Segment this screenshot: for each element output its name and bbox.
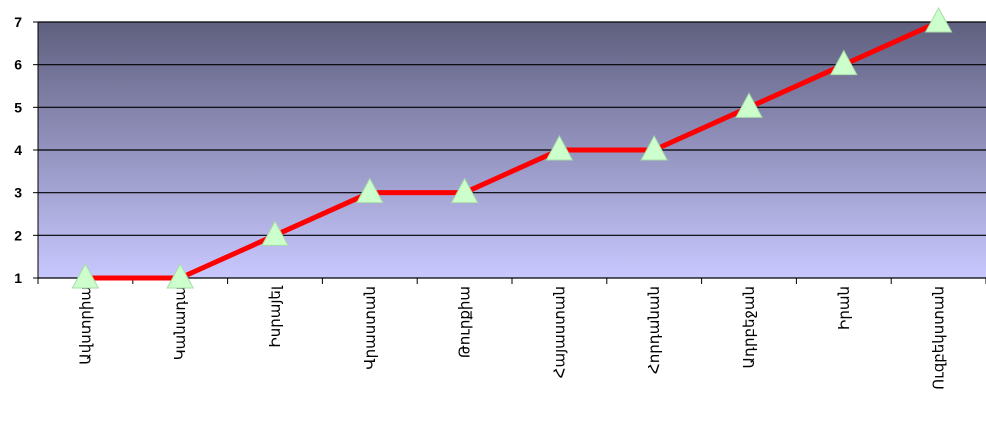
x-tick-label: Իսրայել — [266, 285, 284, 348]
y-tick-label: 6 — [14, 57, 22, 73]
data-point-marker — [924, 6, 953, 33]
data-point-marker — [355, 177, 384, 204]
x-tick-label: Ադրբեջան — [740, 286, 758, 368]
data-point-marker — [71, 262, 100, 289]
data-point-marker — [829, 49, 858, 76]
x-tick-label: Ավստրիա — [76, 286, 94, 365]
series-group — [71, 6, 953, 289]
x-tick-label: Հորդանան — [645, 286, 663, 374]
y-tick-label: 2 — [14, 227, 22, 243]
data-point-marker — [450, 177, 479, 204]
y-tick-label: 4 — [14, 142, 22, 158]
y-tick-label: 1 — [14, 270, 22, 286]
y-axis-ticks: 1 2 3 4 5 6 7 — [14, 14, 38, 286]
x-tick-label: Ուզբեկստան — [930, 286, 948, 390]
x-tick-label: Իրան — [835, 286, 853, 330]
data-point-marker — [545, 134, 574, 161]
data-point-marker — [166, 262, 195, 289]
y-tick-label: 3 — [14, 185, 22, 201]
x-tick-label: Կանադա — [171, 286, 189, 360]
x-axis-ticks: Ավստրիա Կանադա Իսրայել Վրաստան Թուրքիա Հայաստ… — [37, 278, 986, 390]
y-tick-label: 5 — [14, 99, 22, 115]
x-tick-label: Թուրքիա — [456, 286, 474, 358]
y-tick-label: 7 — [14, 14, 22, 30]
x-tick-label: Հայաստան — [550, 286, 568, 378]
data-point-marker — [640, 134, 669, 161]
x-tick-label: Վրաստան — [361, 286, 379, 370]
data-point-marker — [261, 220, 289, 246]
data-point-marker — [735, 92, 763, 118]
series-line — [85, 19, 940, 281]
